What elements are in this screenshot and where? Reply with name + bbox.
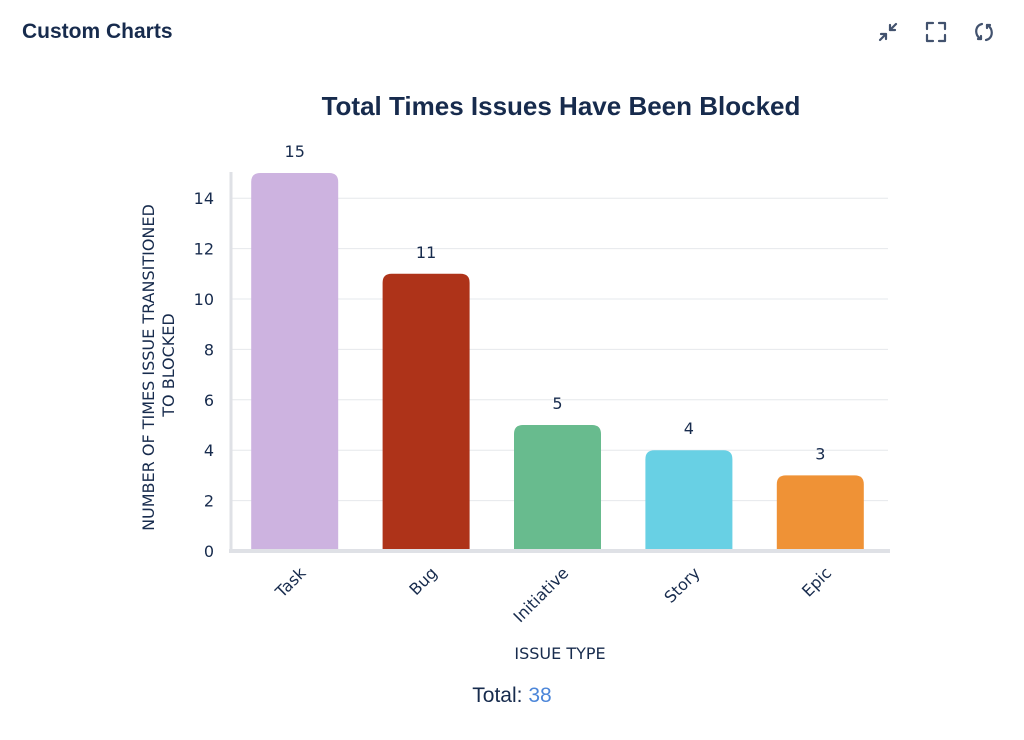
bar-bug[interactable] <box>382 273 470 551</box>
bar-story[interactable] <box>645 450 733 551</box>
x-tick-label-task: Task <box>271 563 310 602</box>
data-label-task: 15 <box>285 142 305 161</box>
data-label-initiative: 5 <box>552 394 562 413</box>
x-tick-label-story: Story <box>660 563 703 606</box>
refresh-icon <box>975 22 993 42</box>
bar-chart: Total Times Issues Have Been Blocked 0 2 4… <box>139 91 890 663</box>
y-tick-label: 10 <box>194 290 214 309</box>
y-tick-label: 2 <box>204 492 214 511</box>
collapse-button[interactable] <box>874 18 902 46</box>
y-tick-label: 14 <box>194 189 214 208</box>
x-tick-label-epic: Epic <box>798 563 835 600</box>
data-label-bug: 11 <box>416 243 436 262</box>
collapse-icon <box>878 22 898 42</box>
gadget-toolbar <box>874 18 998 46</box>
data-labels: 15 11 5 4 3 <box>285 142 826 463</box>
total-value[interactable]: 38 <box>528 684 552 707</box>
gadget-title: Custom Charts <box>22 20 173 43</box>
x-axis-title: ISSUE TYPE <box>514 644 605 663</box>
y-tick-label: 12 <box>194 240 214 259</box>
bar-initiative[interactable] <box>514 425 601 551</box>
y-axis-ticks: 0 2 4 6 8 10 12 14 <box>194 189 214 561</box>
y-tick-label: 8 <box>204 340 214 359</box>
chart-area: Total Times Issues Have Been Blocked 0 2 4… <box>0 66 1024 740</box>
bar-task[interactable] <box>251 173 339 551</box>
data-label-epic: 3 <box>815 444 825 463</box>
total-label: Total: <box>472 684 523 707</box>
gadget-header: Custom Charts <box>0 0 1024 66</box>
y-axis-title: NUMBER OF TIMES ISSUE TRANSITIONED TO BL… <box>139 199 178 531</box>
chart-title: Total Times Issues Have Been Blocked <box>322 91 801 121</box>
y-tick-label: 4 <box>204 441 214 460</box>
x-axis-categories: Task Bug Initiative Story Epic <box>271 563 835 626</box>
y-axis-title-line-1: NUMBER OF TIMES ISSUE TRANSITIONED <box>139 204 158 531</box>
fullscreen-icon <box>925 21 947 43</box>
data-label-story: 4 <box>684 419 694 438</box>
fullscreen-button[interactable] <box>922 18 950 46</box>
total-summary: Total: 38 <box>0 684 1024 708</box>
x-tick-label-bug: Bug <box>405 563 441 599</box>
refresh-button[interactable] <box>970 18 998 46</box>
y-axis-title-line-2: TO BLOCKED <box>159 313 178 417</box>
bar-epic[interactable] <box>776 475 864 551</box>
y-tick-label: 6 <box>204 391 214 410</box>
bars <box>251 173 864 551</box>
y-tick-label: 0 <box>204 542 214 561</box>
grid-lines <box>231 197 888 502</box>
x-tick-label-initiative: Initiative <box>509 563 572 626</box>
